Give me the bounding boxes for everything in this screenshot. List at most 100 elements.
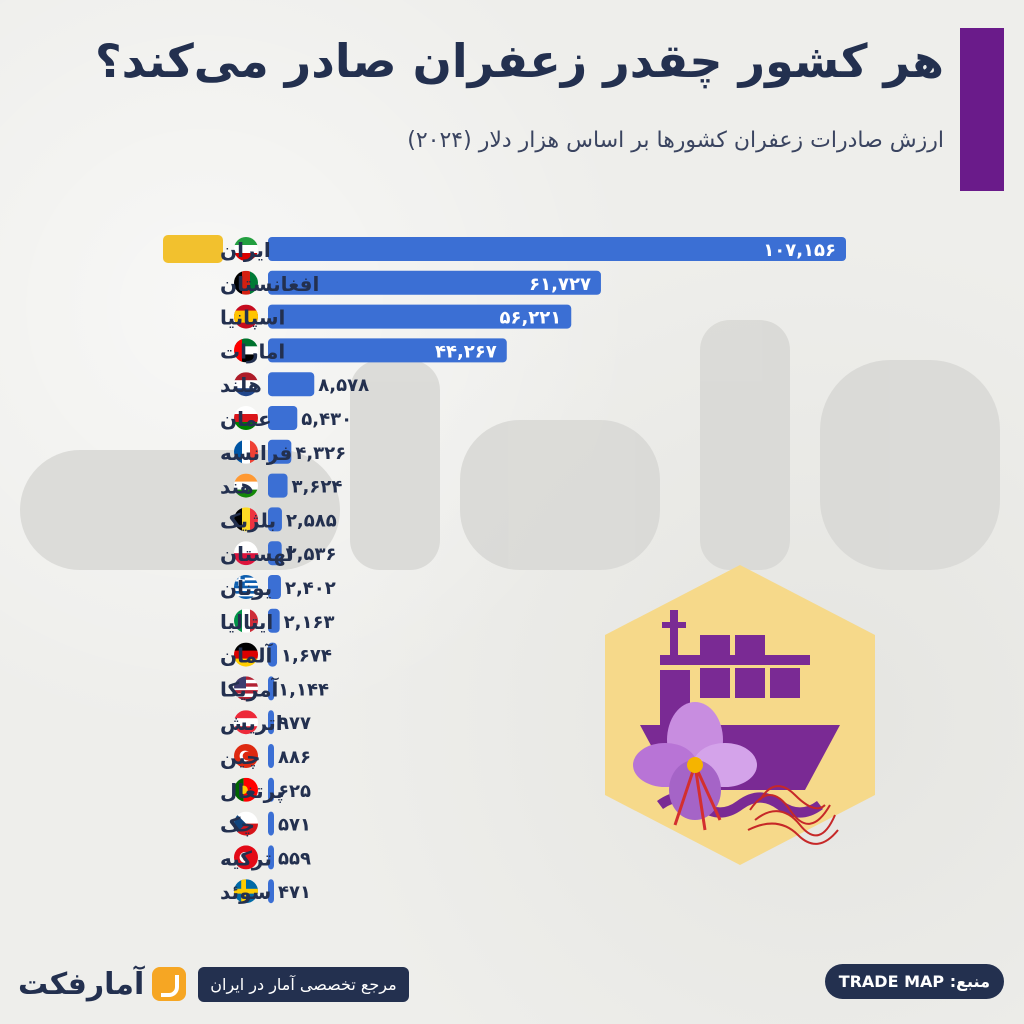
- category-label: یونان: [220, 576, 272, 600]
- bar: [268, 304, 572, 329]
- bar: [268, 541, 282, 566]
- bar-row: ۵۷۱ چک: [220, 811, 311, 838]
- greece-flag-icon: [234, 575, 258, 599]
- value-label: ۸۸۶: [278, 747, 311, 768]
- bar: [268, 879, 274, 904]
- bar: [268, 811, 274, 836]
- bar: [268, 270, 601, 295]
- belgium-flag-icon: [234, 507, 258, 532]
- saffron-threads-icon: [747, 785, 839, 845]
- india-flag-icon: [234, 473, 258, 498]
- bar-row: ۱۰۷,۱۵۶ ایران: [220, 237, 846, 262]
- value-label: ۴,۳۲۶: [295, 443, 346, 464]
- bar-chart: ۱۰۷,۱۵۶ ایران ۶۱,۷۲۷ افغانستان ۵۶,۲۲۱ اسپانیا…: [220, 237, 846, 904]
- category-label: آمریکا: [220, 676, 279, 701]
- value-label: ۱,۶۷۴: [281, 646, 332, 667]
- bar-row: ۲,۵۸۵ بلژیک: [220, 507, 337, 532]
- bar: [268, 473, 288, 498]
- value-label: ۶۱,۷۲۷: [529, 274, 591, 295]
- austria-flag-icon: [234, 710, 258, 735]
- category-label: افغانستان: [220, 272, 319, 296]
- accent-bar: [960, 28, 1004, 191]
- bar-row: ۲,۱۶۳ ایتالیا: [220, 608, 335, 634]
- value-label: ۴۴,۲۶۷: [435, 341, 497, 362]
- category-label: هلند: [220, 373, 262, 397]
- bar-row: ۴۷۱ سوئد: [220, 879, 311, 904]
- afghanistan-flag-icon: [234, 270, 258, 295]
- bar-row: ۵۶,۲۲۱ اسپانیا: [220, 304, 572, 331]
- brand-logo-text: آمارفکت: [18, 966, 145, 1002]
- bar: [268, 507, 282, 532]
- iran-flag-icon: [234, 237, 258, 261]
- bar: [268, 642, 278, 667]
- category-label: ایران: [220, 238, 271, 262]
- brand-tagline: مرجع تخصصی آمار در ایران: [198, 966, 409, 1002]
- netherlands-flag-icon: [234, 372, 258, 397]
- bar-row: ۸,۵۷۸ هلند: [220, 372, 369, 397]
- source-badge: منبع: TRADE MAP: [824, 964, 1004, 999]
- category-label: عمان: [220, 407, 272, 431]
- category-label: اتریش: [220, 711, 283, 735]
- value-label: ۲,۵۳۶: [286, 544, 337, 565]
- category-label: پرتغال: [220, 779, 284, 804]
- value-label: ۳,۶۲۴: [292, 477, 343, 498]
- bar: [268, 710, 274, 735]
- value-label: ۲,۵۸۵: [286, 510, 337, 531]
- bar-row: ۳,۶۲۴ هند: [220, 473, 343, 499]
- bar: [268, 575, 281, 599]
- bar: [268, 237, 846, 261]
- bar: [268, 372, 315, 397]
- category-label: سوئد: [220, 880, 271, 904]
- highlight-badge: [163, 235, 223, 263]
- value-label: ۸,۵۷۸: [318, 375, 369, 396]
- category-label: امارات: [220, 339, 285, 363]
- bar: [268, 439, 292, 464]
- czech-flag-icon: [234, 811, 258, 836]
- bar-row: ۶۱,۷۲۷ افغانستان: [220, 270, 601, 296]
- value-label: ۱,۱۴۴: [278, 679, 329, 700]
- saffron-flower-icon: [633, 702, 757, 831]
- page-subtitle: ارزش صادرات زعفران کشورها بر اساس هزار د…: [407, 128, 944, 153]
- bar: [268, 744, 274, 768]
- page-title: هر کشور چقدر زعفران صادر می‌کند؟: [94, 34, 944, 88]
- china-flag-icon: [234, 744, 258, 768]
- oman-flag-icon: [234, 406, 258, 430]
- poland-flag-icon: [234, 541, 258, 566]
- category-label: لهستان: [220, 542, 294, 566]
- bar: [268, 338, 507, 363]
- portugal-flag-icon: [234, 777, 258, 802]
- category-label: اسپانیا: [220, 306, 285, 331]
- footer-brand: آمارفکت مرجع تخصصی آمار در ایران: [18, 962, 409, 1006]
- italy-flag-icon: [234, 608, 258, 633]
- uae-flag-icon: [234, 338, 258, 363]
- sweden-flag-icon: [234, 879, 258, 904]
- value-label: ۵,۴۳۰: [301, 409, 352, 430]
- bar-row: ۸۸۶ چین: [220, 744, 311, 770]
- value-label: ۲,۴۰۲: [285, 578, 336, 599]
- value-label: ۵۶,۲۲۱: [499, 308, 561, 329]
- bar: [268, 777, 274, 802]
- france-flag-icon: [234, 439, 258, 464]
- category-label: ترکیه: [220, 846, 272, 870]
- turkey-flag-icon: [234, 845, 258, 870]
- spain-flag-icon: [234, 304, 258, 329]
- saffron-ship-illustration: [605, 565, 875, 865]
- category-label: فرانسه: [220, 441, 292, 465]
- watermark-logo: [20, 320, 1000, 570]
- brand-logo-icon: [152, 967, 187, 1001]
- value-label: ۶۲۵: [278, 781, 311, 802]
- value-label: ۱۰۷,۱۵۶: [763, 240, 836, 261]
- category-label: هند: [220, 475, 254, 499]
- bar: [268, 845, 274, 870]
- bar-row: ۱,۶۷۴ آلمان: [220, 642, 332, 668]
- value-label: ۵۵۹: [278, 848, 311, 869]
- bar: [268, 406, 298, 430]
- value-label: ۲,۱۶۳: [284, 612, 335, 633]
- category-label: چک: [220, 813, 255, 838]
- value-label: ۹۷۷: [278, 713, 311, 734]
- bar-row: ۵۵۹ ترکیه: [220, 845, 311, 870]
